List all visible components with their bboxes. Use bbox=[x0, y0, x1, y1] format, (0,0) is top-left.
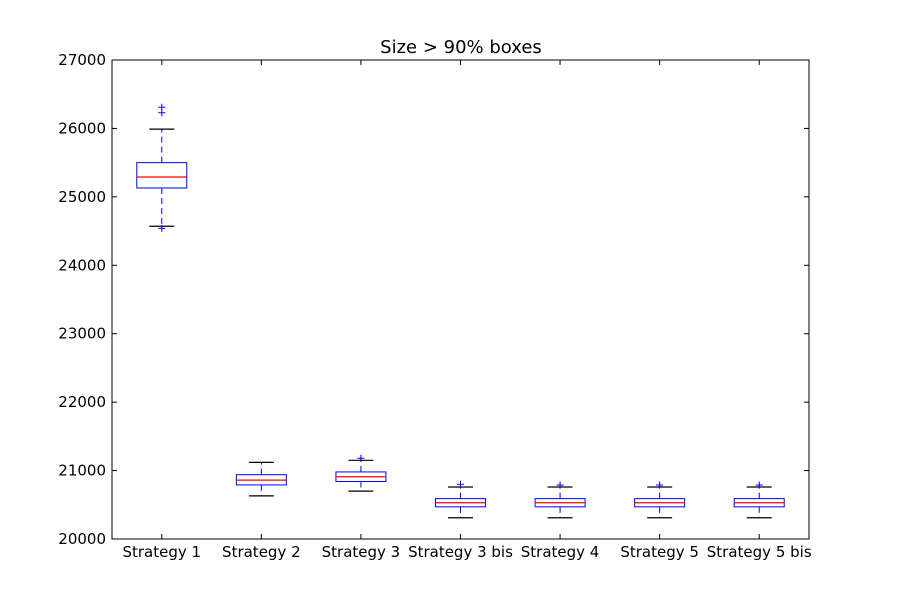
y-tick-label: 27000 bbox=[58, 51, 106, 69]
x-tick-label: Strategy 3 bbox=[322, 543, 401, 561]
outlier-point bbox=[357, 454, 365, 462]
x-tick-label: Strategy 4 bbox=[521, 543, 600, 561]
outlier-point bbox=[755, 481, 763, 489]
outlier-point bbox=[158, 103, 166, 111]
outlier-point bbox=[457, 480, 464, 488]
y-tick-label: 21000 bbox=[58, 462, 106, 480]
x-tick-label: Strategy 3 bis bbox=[408, 543, 513, 561]
x-tick-label: Strategy 1 bbox=[122, 543, 201, 561]
x-tick-label: Strategy 5 bbox=[620, 543, 699, 561]
chart-title: Size > 90% boxes bbox=[380, 37, 542, 58]
y-tick-label: 20000 bbox=[58, 530, 106, 548]
y-tick-label: 23000 bbox=[58, 325, 106, 343]
plot-area: 20000 21000 22000 23000 24000 25000 26000 27000… bbox=[58, 51, 812, 561]
x-tick-label: Strategy 2 bbox=[222, 543, 301, 561]
x-tick-label: Strategy 5 bis bbox=[707, 543, 812, 561]
outlier-point bbox=[556, 481, 564, 489]
axes-frame bbox=[111, 59, 810, 540]
outlier-point bbox=[656, 481, 664, 489]
outlier-point bbox=[158, 224, 166, 232]
box bbox=[136, 162, 188, 189]
y-tick-label: 24000 bbox=[58, 256, 106, 274]
y-tick-label: 25000 bbox=[58, 188, 106, 206]
y-tick-label: 26000 bbox=[58, 119, 106, 137]
y-tick-label: 22000 bbox=[58, 393, 106, 411]
